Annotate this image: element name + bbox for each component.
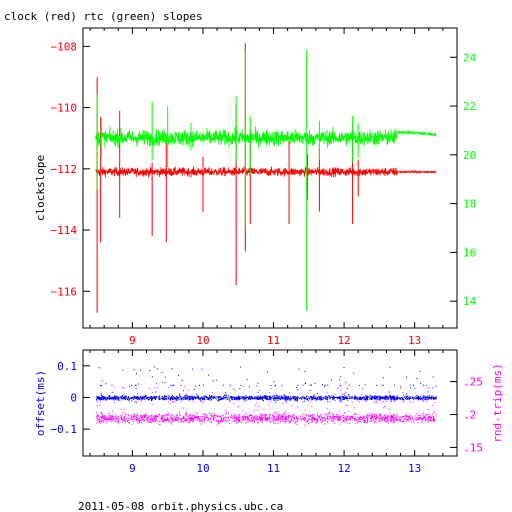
footer-text: 2011-05-08 orbit.physics.ubc.ca (78, 500, 283, 512)
x-tick-label: 10 (196, 462, 209, 475)
bottom-y-axis-label: offset(ms) (34, 370, 47, 436)
x-tick-label: 9 (129, 334, 136, 347)
x-tick-label: 11 (267, 334, 280, 347)
y-tick-label: −112 (51, 163, 78, 176)
x-tick-label: 10 (196, 334, 209, 347)
bottom-panel: −0.1 0 0.1 .15 .2 .25 9 10 11 12 13 offset(ms) r… (34, 349, 504, 475)
bottom-x-axis: 9 10 11 12 13 (89, 350, 444, 475)
y2-tick-label: 24 (463, 51, 477, 64)
chart-title: clock (red) rtc (green) slopes (4, 10, 203, 23)
series-rtc-line (95, 126, 437, 149)
y-tick-label: 0 (70, 391, 77, 404)
top-plot-area (95, 43, 437, 313)
x-tick-label: 13 (408, 462, 421, 475)
y-tick-label: −116 (51, 285, 78, 298)
y-tick-label: 0.1 (57, 360, 77, 373)
top-right-axis: 14 16 18 20 22 24 (450, 51, 477, 308)
y2-tick-label: 14 (463, 295, 477, 308)
y2-tick-label: .25 (463, 376, 483, 389)
y2-tick-label: 18 (463, 198, 476, 211)
y2-tick-label: .2 (463, 409, 476, 422)
series-rnd-trip-points (95, 383, 437, 426)
bottom-y2-axis-label: rnd-trip(ms) (491, 363, 504, 442)
top-panel: −116 −114 −112 −110 −108 14 16 18 20 22 24 9 10 11 1… (34, 27, 477, 347)
y2-tick-label: 22 (463, 100, 476, 113)
y-tick-label: −114 (51, 224, 78, 237)
y2-tick-label: 20 (463, 149, 476, 162)
bottom-left-axis: −0.1 0 0.1 (51, 360, 90, 436)
bottom-plot-frame (82, 349, 458, 457)
x-tick-label: 11 (267, 462, 280, 475)
x-tick-label: 12 (337, 334, 350, 347)
bottom-right-axis: .15 .2 .25 (450, 376, 483, 454)
y2-tick-label: 16 (463, 246, 476, 259)
bottom-plot-area (95, 366, 437, 426)
y-tick-label: −0.1 (51, 423, 78, 436)
top-left-axis: −116 −114 −112 −110 −108 (51, 40, 90, 298)
x-tick-label: 13 (408, 334, 421, 347)
top-plot-frame (82, 27, 458, 329)
x-tick-label: 9 (129, 462, 136, 475)
y-tick-label: −110 (51, 102, 78, 115)
y-tick-label: −108 (51, 40, 78, 53)
y2-tick-label: .15 (463, 441, 483, 454)
series-clock-line (95, 166, 437, 178)
top-y-axis-label: clockslope (34, 155, 47, 221)
series-offset-points (95, 366, 437, 402)
x-tick-label: 12 (337, 462, 350, 475)
top-x-axis: 9 10 11 12 13 (89, 28, 444, 347)
